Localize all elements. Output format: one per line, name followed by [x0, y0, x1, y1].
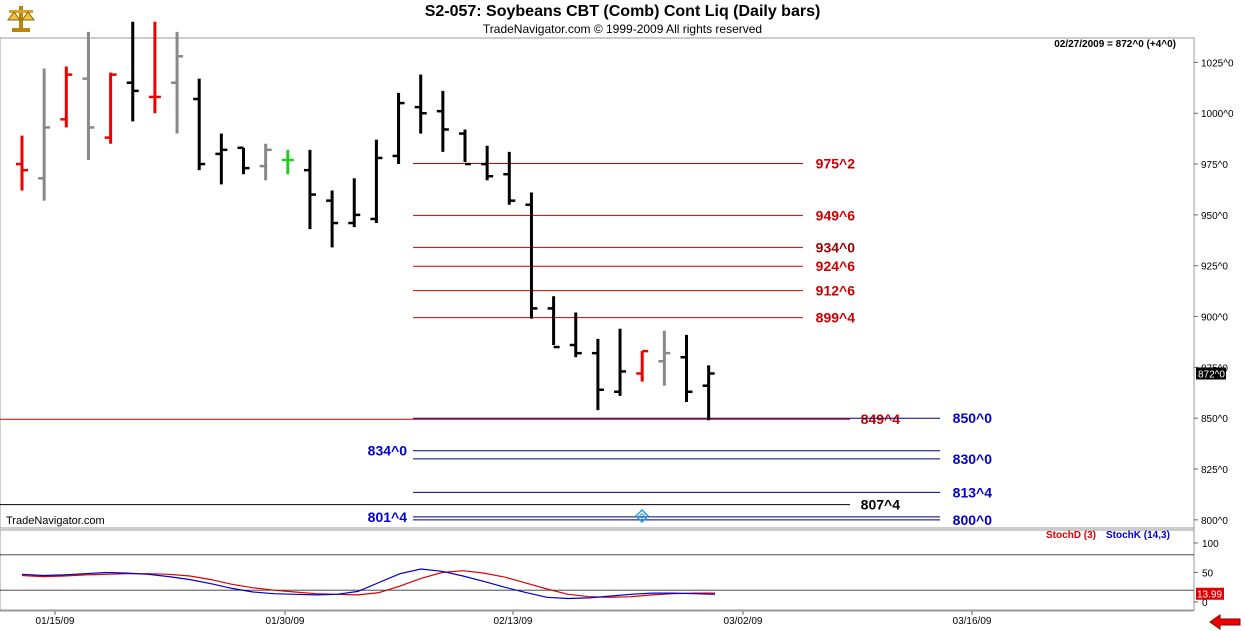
level-label: 899^4	[816, 310, 856, 326]
ohlc-bar	[459, 129, 471, 166]
legend-stoch-k: StochK (14,3)	[1106, 530, 1170, 541]
ohlc-bar	[148, 21, 161, 114]
ohlc-bar	[82, 31, 95, 160]
last-stoch-box	[1196, 587, 1224, 600]
time-axis: 01/15/09 01/30/09 02/13/09 03/02/09 03/16/09	[36, 611, 992, 627]
level-label: 834^0	[368, 443, 408, 459]
ohlc-bar	[392, 92, 405, 165]
price-tick-label: 850^0	[1201, 414, 1228, 425]
ohlc-bar	[481, 145, 494, 181]
ohlc-bar	[348, 178, 361, 228]
ohlc-bar	[658, 330, 671, 386]
level-label: 912^6	[816, 283, 856, 299]
ohlc-bar	[104, 72, 117, 144]
ohlc-bar	[60, 66, 73, 128]
time-tick-label: 01/30/09	[266, 616, 305, 627]
ohlc-bar	[525, 192, 538, 319]
time-tick-label: 01/15/09	[36, 616, 75, 627]
ohlc-bar	[569, 312, 582, 358]
stoch-panel: 100 50 013.99	[0, 539, 1224, 609]
price-tick-label: 950^0	[1201, 211, 1228, 222]
stoch-tick-label: 100	[1202, 539, 1219, 550]
last-price-box	[1196, 367, 1226, 380]
level-label: 975^2	[816, 156, 856, 172]
stoch-tick-label: 0	[1202, 598, 1208, 609]
stoch-series-line	[21, 570, 715, 598]
level-label: 849^4	[861, 411, 901, 427]
level-lines: 975^2 949^6 934^0 924^6 912^6 899^4 849^4 850^0…	[0, 156, 992, 528]
watermark-text: TradeNavigator.com	[6, 515, 105, 527]
level-label: 807^4	[861, 497, 901, 513]
price-axis: 1025^01000^0975^0950^0925^0900^0875^0850…	[1194, 58, 1234, 527]
level-label: 800^0	[953, 512, 993, 528]
price-tick-label: 825^0	[1201, 465, 1228, 476]
scales-icon	[7, 6, 35, 32]
price-bars	[16, 21, 715, 421]
stoch-series-line	[21, 568, 716, 600]
ohlc-bar	[193, 78, 206, 171]
price-tick-label: 900^0	[1201, 313, 1228, 324]
level-label: 949^6	[816, 207, 856, 223]
crosshair-marker-icon[interactable]	[634, 508, 650, 524]
ohlc-bar	[702, 365, 715, 421]
ohlc-bar	[259, 143, 272, 181]
ohlc-bar	[436, 90, 449, 152]
ohlc-bar	[215, 133, 228, 185]
copyright-text: TradeNavigator.com © 1999-2009 All right…	[482, 22, 763, 36]
ohlc-bar	[38, 68, 51, 201]
ohlc-bar	[503, 151, 516, 205]
price-tick-label: 925^0	[1201, 262, 1228, 273]
ohlc-bar	[614, 328, 627, 396]
price-tick-label: 800^0	[1201, 516, 1228, 527]
level-label: 813^4	[953, 484, 993, 500]
level-label: 924^6	[816, 258, 856, 274]
price-tick-label: 1000^0	[1201, 109, 1234, 120]
ohlc-bar	[326, 190, 339, 248]
date-readout: 02/27/2009 = 872^0 (+4^0)	[1054, 39, 1176, 50]
time-tick-label: 03/02/09	[724, 616, 763, 627]
last-stoch-label: 13.99	[1197, 590, 1222, 601]
level-label: 934^0	[816, 239, 856, 255]
ohlc-bar	[237, 146, 250, 175]
stoch-tick-label: 50	[1202, 569, 1214, 580]
ohlc-bar	[171, 31, 184, 134]
back-arrow-icon[interactable]	[1208, 614, 1242, 630]
ohlc-bar	[547, 296, 560, 349]
level-label: 801^4	[368, 509, 408, 525]
level-label: 850^0	[953, 410, 993, 426]
ohlc-bar	[636, 349, 649, 382]
price-tick-label: 975^0	[1201, 160, 1228, 171]
legend-stoch-d: StochD (3)	[1046, 530, 1096, 541]
chart-header: S2-057: Soybeans CBT (Comb) Cont Liq (Da…	[0, 0, 1245, 38]
stoch-panel-frame	[0, 529, 1195, 611]
ohlc-bar	[370, 139, 383, 224]
ohlc-bar	[591, 338, 604, 411]
level-label: 830^0	[953, 451, 993, 467]
ohlc-bar	[414, 74, 427, 134]
price-panel-frame	[0, 37, 1195, 529]
ohlc-bar	[16, 135, 28, 191]
ohlc-bar	[126, 21, 139, 122]
price-tick-label: 1025^0	[1201, 58, 1234, 69]
ohlc-bar	[680, 334, 693, 402]
time-tick-label: 03/16/09	[953, 616, 992, 627]
last-price-label: 872^0	[1198, 369, 1225, 380]
ohlc-bar	[281, 149, 294, 175]
time-tick-label: 02/13/09	[494, 616, 533, 627]
chart-title: S2-057: Soybeans CBT (Comb) Cont Liq (Da…	[424, 3, 821, 20]
ohlc-bar	[303, 149, 316, 230]
